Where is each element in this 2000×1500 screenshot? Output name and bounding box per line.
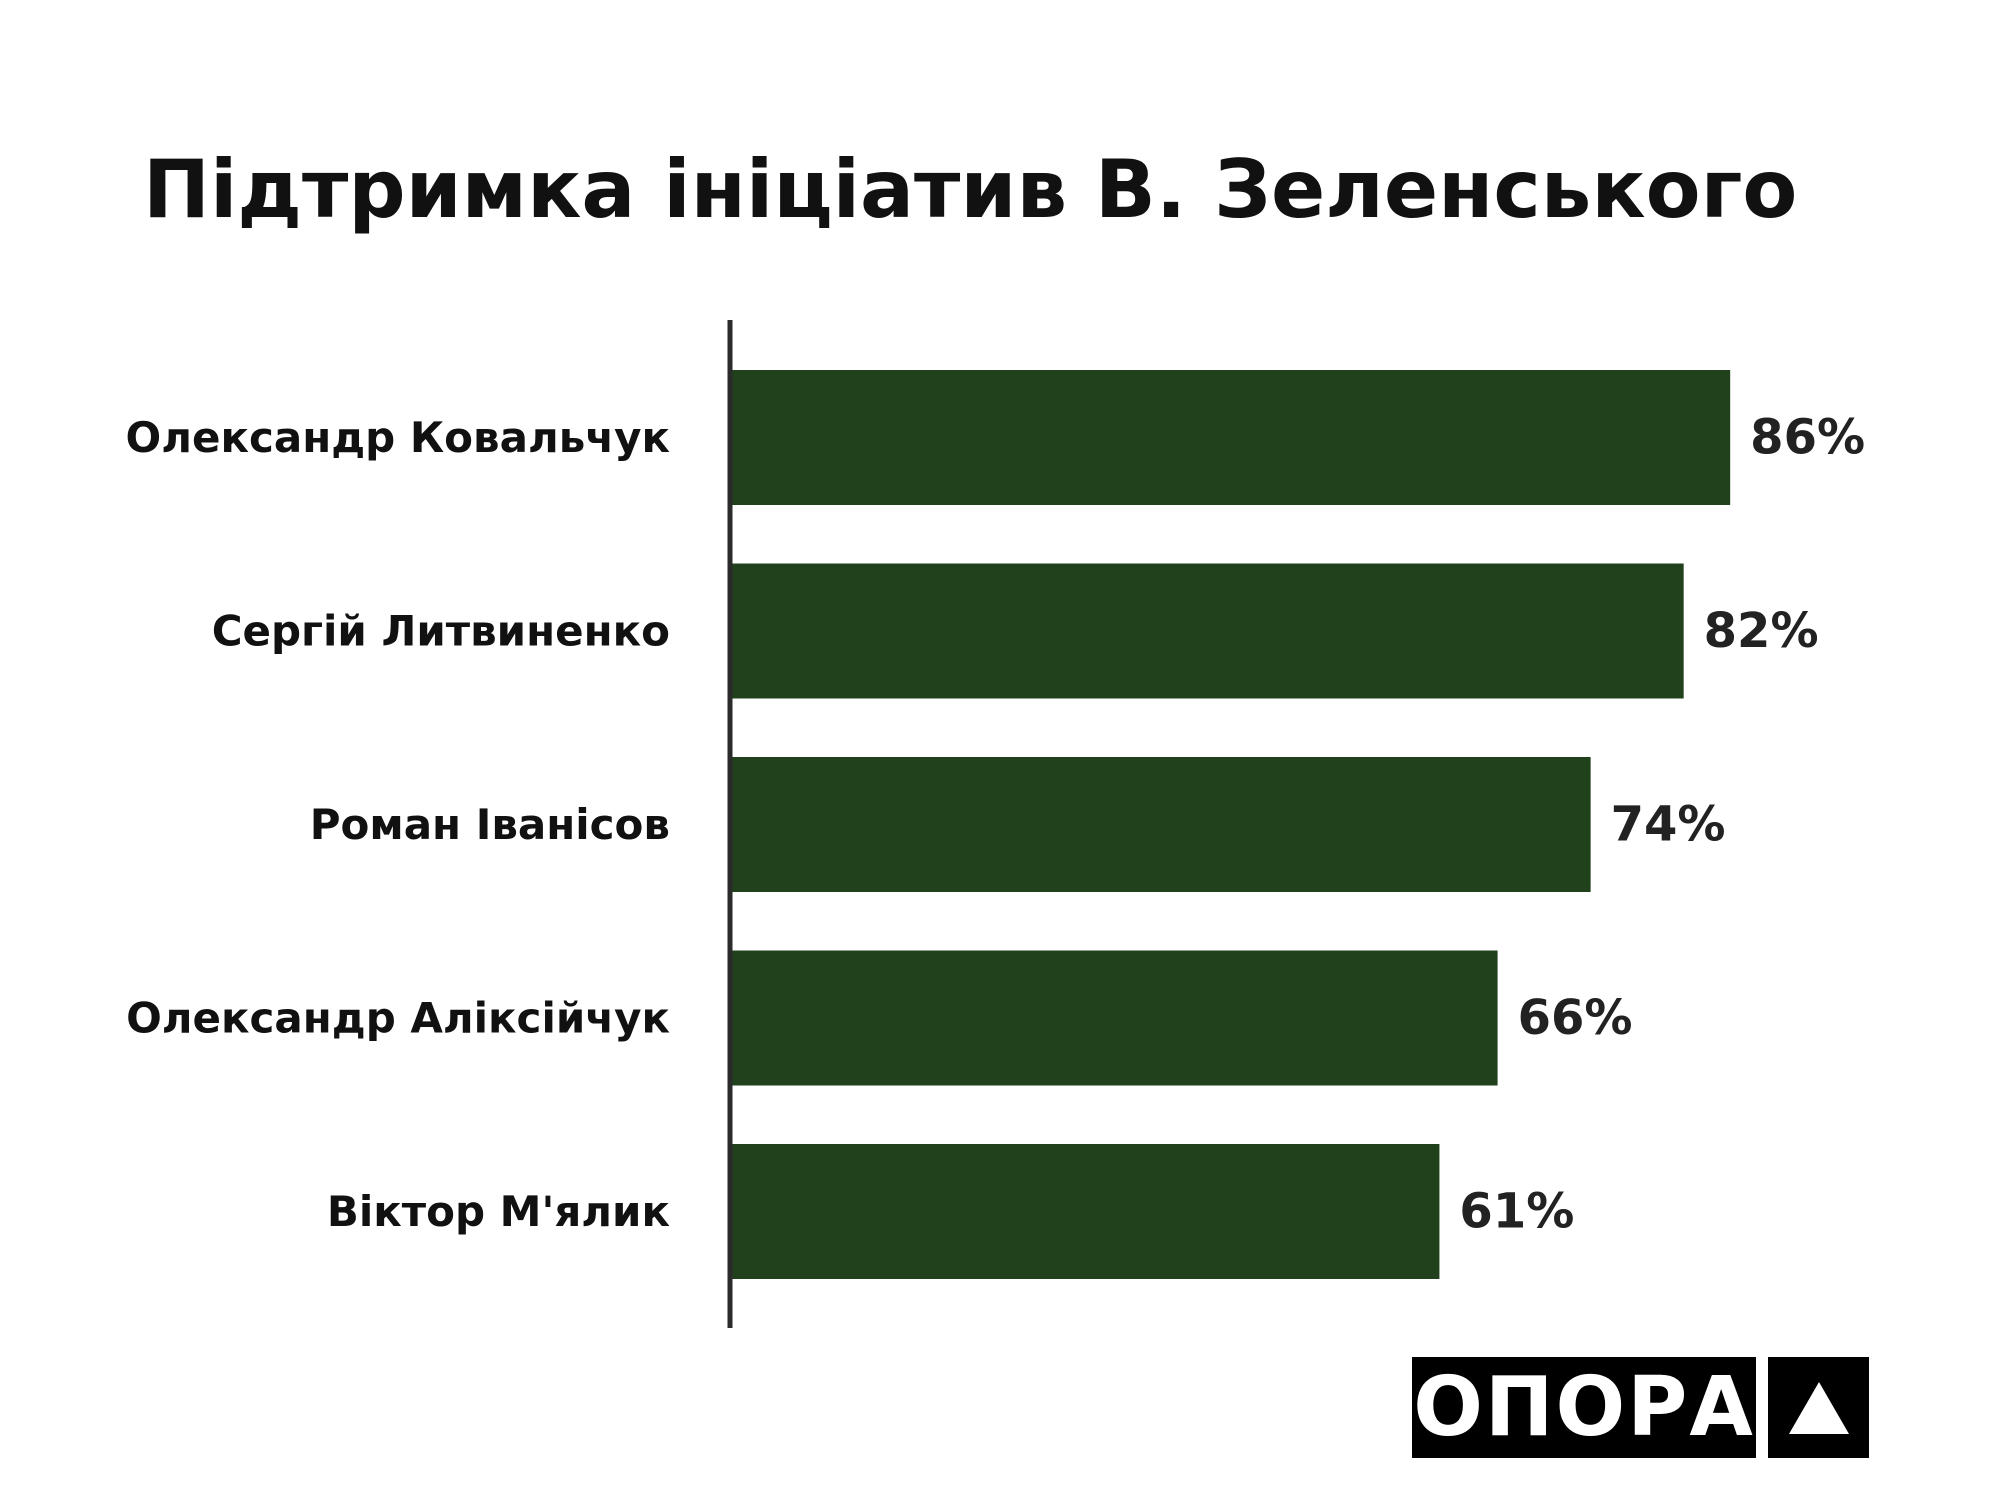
value-label: 66% (1518, 990, 1633, 1046)
category-label: Сергій Литвиненко (212, 607, 670, 656)
bar (730, 950, 1498, 1086)
value-label: 86% (1750, 410, 1865, 466)
value-label: 82% (1704, 603, 1819, 659)
bars-group: Олександр Ковальчук 86% Сергій Литвиненко 8… (126, 370, 1865, 1279)
value-label: 74% (1611, 797, 1726, 853)
category-label: Олександр Аліксійчук (126, 994, 670, 1043)
chart-title: Підтримка ініціатив В. Зеленського (143, 143, 1798, 236)
value-label: 61% (1459, 1184, 1574, 1240)
category-label: Олександр Ковальчук (126, 413, 670, 462)
logo-wordmark: ОПОРА (1412, 1357, 1756, 1458)
opora-logo: ОПОРА (1412, 1357, 1869, 1458)
bar (730, 563, 1684, 699)
bar (730, 757, 1591, 892)
category-label: Віктор М'ялик (327, 1187, 670, 1236)
category-label: Роман Іванісов (310, 800, 670, 849)
bar (730, 370, 1731, 505)
bar (730, 1144, 1440, 1279)
triangle-icon (1768, 1357, 1869, 1458)
